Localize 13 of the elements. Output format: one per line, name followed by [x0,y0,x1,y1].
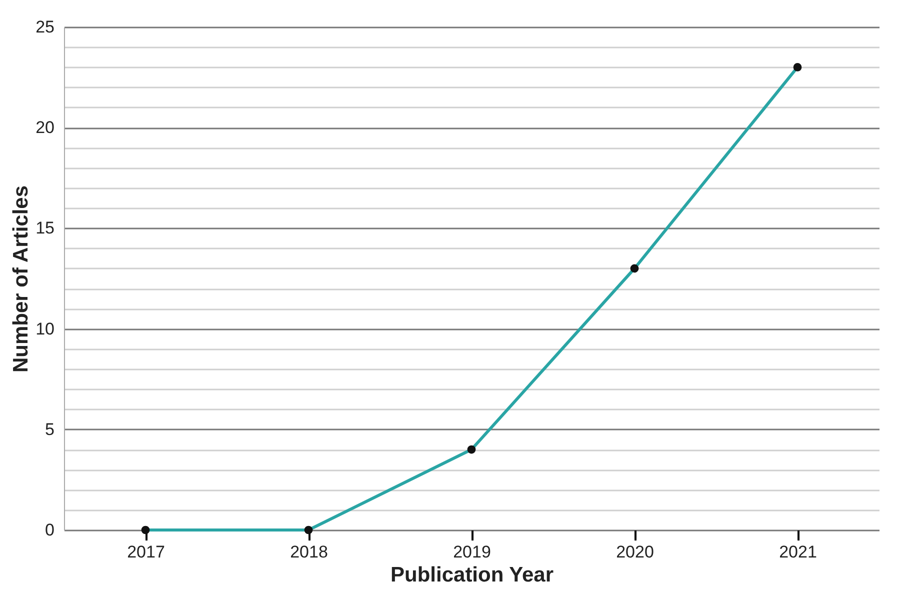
y-tick-label: 0 [45,520,54,540]
y-tick-label: 20 [36,118,54,138]
y-tick-label: 5 [45,420,54,439]
y-axis-title: Number of Articles [10,185,33,373]
x-tick-label: 2020 [616,542,654,562]
x-tick-label: 2019 [453,542,491,562]
y-tick-label: 10 [36,319,54,338]
x-axis-title: Publication Year [390,564,554,586]
x-tick-label: 2017 [127,542,165,562]
y-tick-label: 25 [36,18,54,36]
x-tick-label: 2021 [779,542,817,562]
y-tick-label: 15 [36,218,54,238]
x-tick-label: 2018 [290,542,328,562]
